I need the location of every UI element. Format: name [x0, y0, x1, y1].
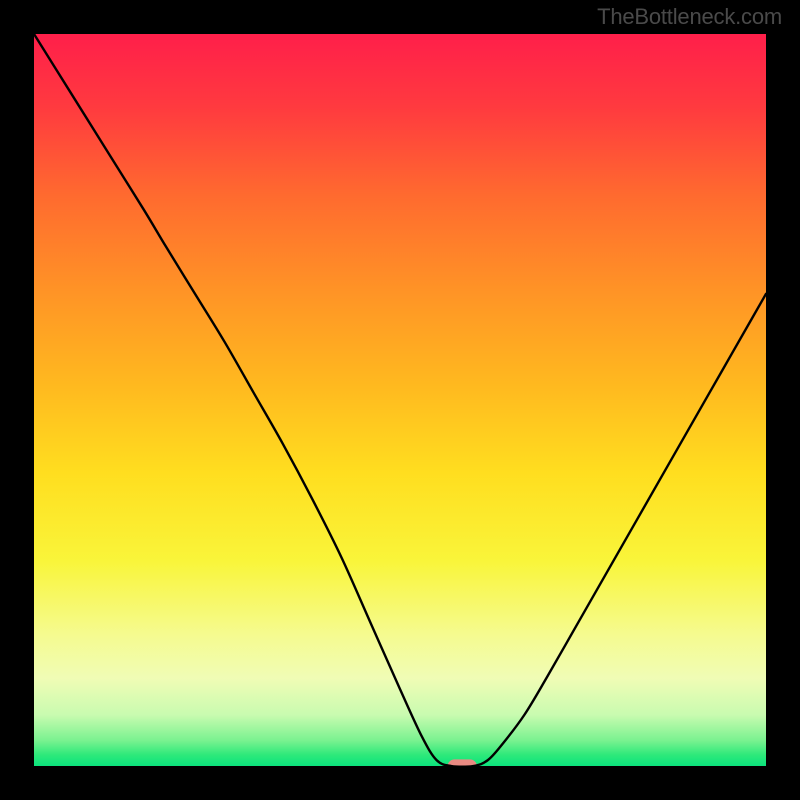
bottleneck-chart	[0, 0, 800, 800]
watermark-text: TheBottleneck.com	[597, 4, 782, 30]
chart-background	[34, 34, 766, 766]
